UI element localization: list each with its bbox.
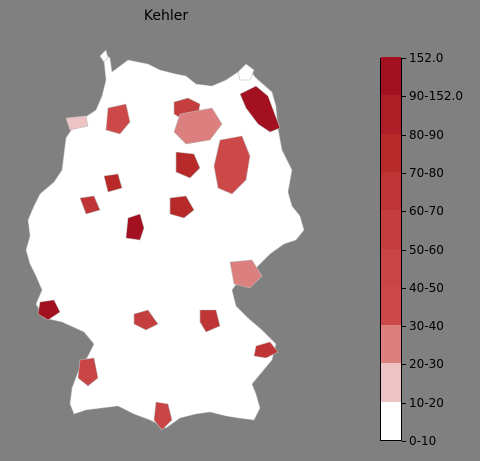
legend-tick-label: 10-20	[409, 395, 444, 410]
legend-tick-label: 70-80	[409, 165, 444, 180]
legend-tick-mark	[402, 249, 406, 251]
legend-bin-8	[381, 95, 401, 134]
legend-tick-mark	[402, 326, 406, 328]
legend-tick-mark	[402, 364, 406, 366]
legend-tick-label: 152.0	[409, 51, 444, 65]
legend-tick-label: 50-60	[409, 242, 444, 257]
region-allgau	[153, 401, 173, 431]
legend-bin-0	[381, 401, 401, 440]
legend-tick-label: 80-90	[409, 127, 444, 142]
region-mecklenburg	[173, 107, 223, 145]
region-layer	[37, 85, 281, 431]
legend-tick-mark	[402, 134, 406, 136]
legend-bin-1	[381, 363, 401, 402]
legend-tick-label: 20-30	[409, 357, 444, 372]
region-nuremberg	[133, 309, 159, 331]
legend-bin-9	[381, 57, 401, 96]
region-erzgebirge	[253, 341, 279, 359]
legend-bin-6	[381, 171, 401, 211]
region-nrw	[79, 195, 101, 215]
region-hesse	[125, 213, 145, 241]
legend-tick-mark	[402, 211, 406, 213]
germany-choropleth-map	[25, 49, 305, 431]
legend-tick-mark	[402, 441, 406, 442]
map-title: Kehler	[143, 8, 189, 24]
legend-tick-label: 60-70	[409, 204, 444, 219]
legend-tick-mark	[402, 287, 406, 289]
region-brandenburg-south	[213, 135, 251, 195]
legend-tick-label: 40-50	[409, 280, 444, 295]
legend-tick-mark	[402, 172, 406, 174]
legend-bin-3	[381, 286, 401, 326]
legend-bin-5	[381, 210, 401, 249]
region-bavaria-east	[199, 309, 221, 333]
legend-bin-7	[381, 133, 401, 172]
legend-tick-mark	[402, 58, 406, 59]
legend-tick-mark	[402, 402, 406, 404]
region-saarland	[37, 299, 61, 321]
region-frankfurt	[103, 173, 123, 193]
region-thuringia	[169, 195, 195, 219]
region-northeast	[239, 85, 281, 133]
region-sachsen-anhalt	[175, 151, 201, 179]
region-bavaria-south	[229, 259, 263, 289]
legend-tick-label: 30-40	[409, 319, 444, 334]
legend-bin-4	[381, 248, 401, 287]
island-layer	[65, 49, 255, 131]
legend-tick-label: 0-10	[409, 434, 437, 448]
legend-tick-mark	[402, 96, 406, 98]
legend-colorbar	[380, 57, 402, 441]
legend-tick-label: 90-152.0	[409, 89, 463, 104]
legend-bin-2	[381, 325, 401, 364]
region-bw-west	[77, 357, 99, 387]
region-lower-saxony	[105, 103, 131, 135]
